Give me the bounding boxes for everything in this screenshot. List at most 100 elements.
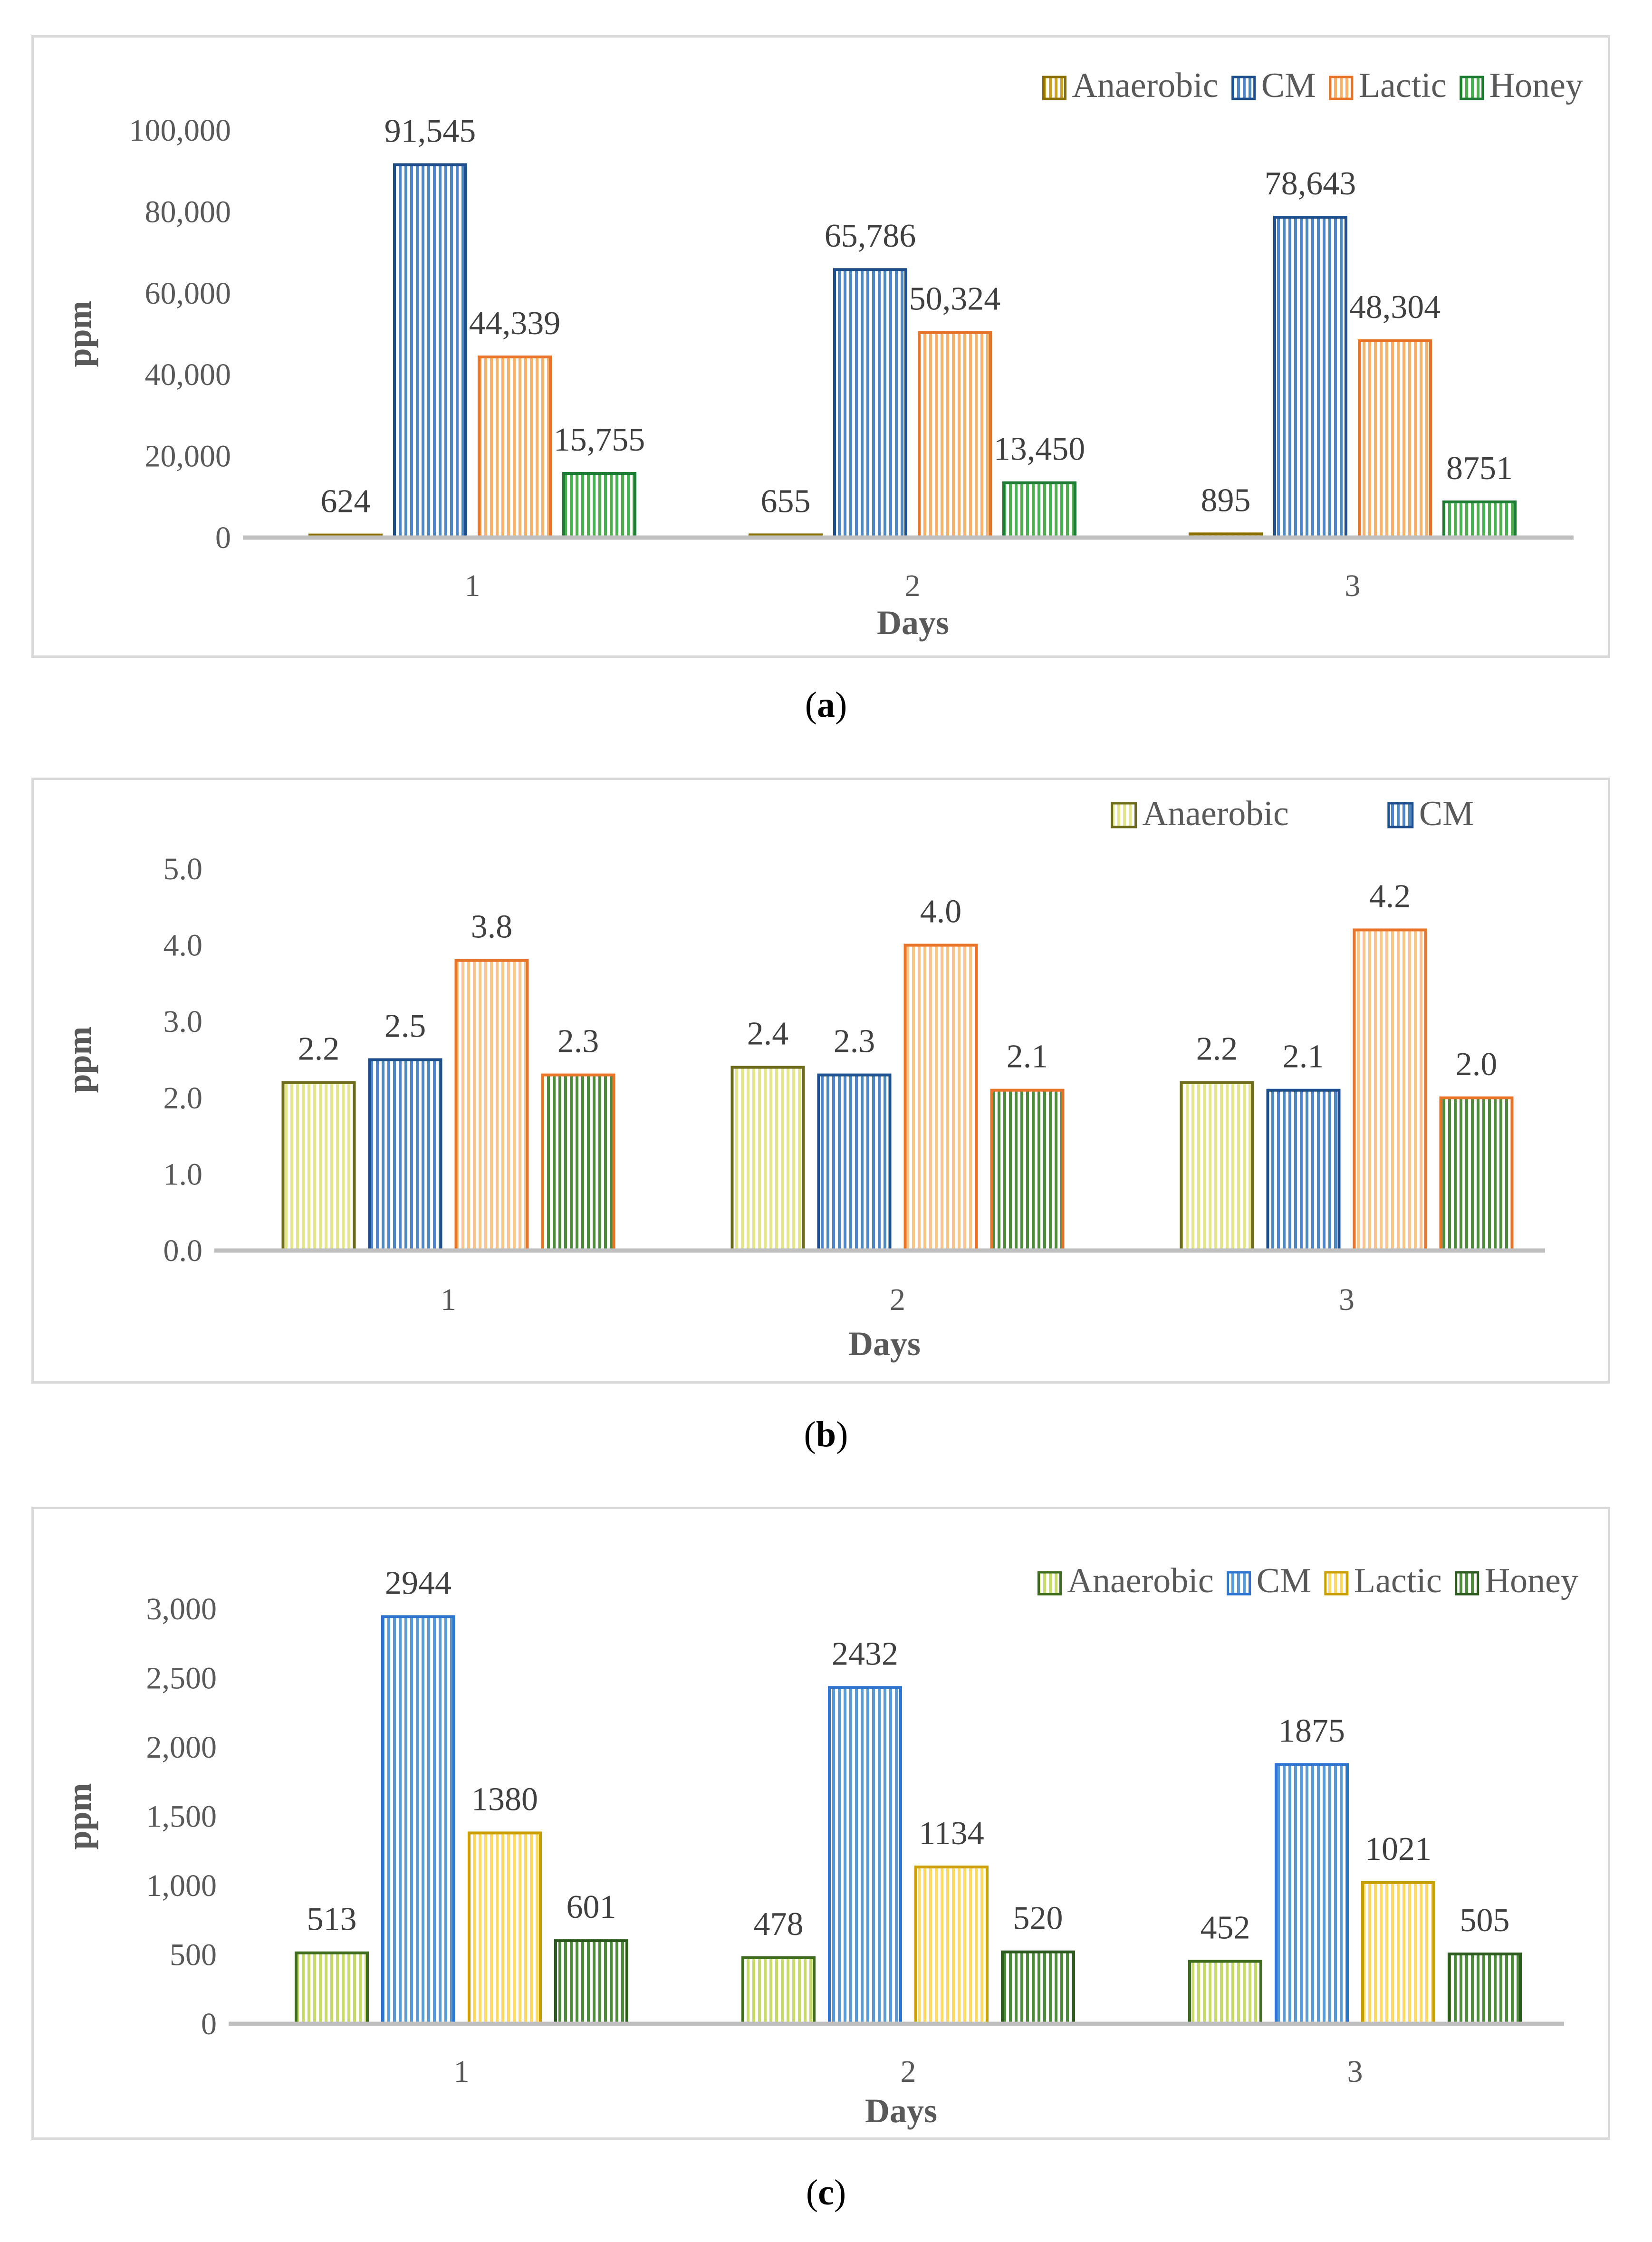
- legend-swatch: [1111, 802, 1137, 828]
- data-label: 50,324: [909, 281, 1001, 318]
- y-tick-label: 1,500: [146, 1799, 217, 1834]
- data-label: 895: [1201, 482, 1251, 519]
- bar: [1180, 1081, 1254, 1252]
- bar-chart-a: 0 20,000 40,000 60,000 80,000 100,000 ppm 624 91…: [60, 66, 1583, 642]
- legend-label: Anaerobic: [1143, 794, 1289, 833]
- y-tick-label: 2,500: [146, 1661, 217, 1696]
- bar: [1358, 339, 1432, 539]
- bar: [393, 163, 467, 539]
- data-label: 78,643: [1265, 165, 1356, 202]
- data-label: 2.3: [557, 1023, 599, 1060]
- bar: [478, 356, 552, 539]
- legend-swatch: [1455, 1571, 1479, 1596]
- x-tick-label: 1: [465, 568, 480, 603]
- data-label: 15,755: [554, 422, 645, 458]
- legend-swatch: [1324, 1571, 1349, 1596]
- bar: [1448, 1953, 1522, 2025]
- legend-label: Honey: [1489, 66, 1583, 105]
- bar: [1001, 1950, 1075, 2025]
- y-axis-title: ppm: [60, 1026, 98, 1093]
- legend-label: Honey: [1485, 1561, 1578, 1600]
- y-tick-label: 3.0: [163, 1004, 203, 1039]
- y-tick-label: 3,000: [146, 1592, 217, 1626]
- legend-swatch: [1042, 76, 1066, 100]
- data-label: 624: [321, 483, 371, 520]
- data-label: 8751: [1446, 450, 1513, 487]
- bar: [554, 1939, 628, 2026]
- x-axis-title: Days: [865, 2092, 937, 2130]
- y-tick-label: 20,000: [145, 439, 231, 474]
- bar: [454, 959, 529, 1252]
- y-tick-label: 500: [170, 1938, 217, 1973]
- data-label: 1021: [1365, 1831, 1431, 1867]
- y-tick-label: 1,000: [146, 1868, 217, 1903]
- bar: [1266, 1088, 1341, 1252]
- bar: [990, 1088, 1065, 1252]
- data-label: 91,545: [384, 113, 476, 149]
- data-label: 3.8: [471, 909, 513, 945]
- y-tick-label: 2,000: [146, 1730, 217, 1765]
- data-label: 2.0: [1456, 1046, 1498, 1083]
- y-tick-label: 40,000: [145, 357, 231, 392]
- data-label: 4.0: [920, 894, 962, 930]
- x-tick-label: 3: [1347, 2054, 1363, 2089]
- legend-label: Lactic: [1354, 1561, 1442, 1600]
- data-label: 2.5: [384, 1008, 426, 1045]
- legend-swatch: [1037, 1571, 1062, 1596]
- legend-swatch: [1460, 76, 1484, 100]
- bar: [281, 1081, 356, 1252]
- data-label: 2.4: [747, 1016, 789, 1052]
- data-label: 2.3: [834, 1023, 875, 1060]
- bar: [828, 1686, 902, 2025]
- bar: [1442, 500, 1517, 539]
- legend-label: CM: [1261, 66, 1316, 105]
- legend-swatch: [1387, 802, 1414, 828]
- bar: [817, 1073, 892, 1252]
- legend: Anaerobic CM Lactic Honey: [1042, 66, 1583, 105]
- x-tick-label: 2: [901, 2054, 916, 2089]
- legend-swatch: [1227, 1571, 1251, 1596]
- legend-label: Lactic: [1359, 66, 1447, 105]
- y-tick-label: 0: [215, 520, 231, 555]
- bar: [1439, 1096, 1514, 1252]
- bar: [1275, 1763, 1349, 2025]
- y-tick-label: 1.0: [163, 1157, 203, 1192]
- x-tick-label: 2: [890, 1282, 905, 1317]
- data-label: 478: [754, 1906, 804, 1943]
- y-tick-label: 80,000: [145, 194, 231, 229]
- data-label: 2.1: [1283, 1039, 1325, 1075]
- data-label: 2.2: [1196, 1031, 1238, 1068]
- x-tick-label: 1: [454, 2054, 470, 2089]
- x-axis-title: Days: [877, 604, 949, 642]
- bar: [730, 1066, 805, 1252]
- y-tick-label: 0: [201, 2007, 217, 2041]
- data-label: 1134: [919, 1815, 984, 1852]
- y-tick-label: 4.0: [163, 928, 203, 963]
- data-label: 48,304: [1349, 289, 1441, 326]
- caption-c: (c): [806, 2173, 846, 2213]
- data-label: 65,786: [825, 218, 916, 254]
- data-label: 1875: [1278, 1713, 1345, 1749]
- y-tick-label: 0.0: [163, 1233, 203, 1268]
- legend: Anaerobic CM Lactic Honey: [1037, 1561, 1578, 1600]
- chart-panel-c: 0 500 1,000 1,500 2,000 2,500 3,000 ppm 513 2944 1…: [31, 1507, 1610, 2140]
- data-label: 44,339: [469, 305, 561, 342]
- chart-panel-a: 0 20,000 40,000 60,000 80,000 100,000 ppm 624 91…: [31, 35, 1610, 658]
- bar: [468, 1831, 542, 2025]
- caption-a: (a): [805, 685, 847, 725]
- data-label: 2.1: [1007, 1039, 1048, 1075]
- bar: [562, 471, 636, 539]
- data-label: 601: [567, 1889, 616, 1925]
- x-tick-label: 1: [441, 1282, 456, 1317]
- bar: [1188, 1960, 1262, 2026]
- legend-label: Anaerobic: [1072, 66, 1219, 105]
- bar: [914, 1866, 989, 2025]
- y-tick-label: 5.0: [163, 852, 203, 886]
- y-tick-label: 2.0: [163, 1081, 203, 1116]
- bar: [741, 1956, 816, 2025]
- bar: [1273, 216, 1347, 539]
- x-tick-label: 3: [1345, 568, 1361, 603]
- legend-label: Anaerobic: [1067, 1561, 1214, 1600]
- legend: Anaerobic CM: [1111, 794, 1474, 833]
- legend-swatch: [1231, 76, 1256, 100]
